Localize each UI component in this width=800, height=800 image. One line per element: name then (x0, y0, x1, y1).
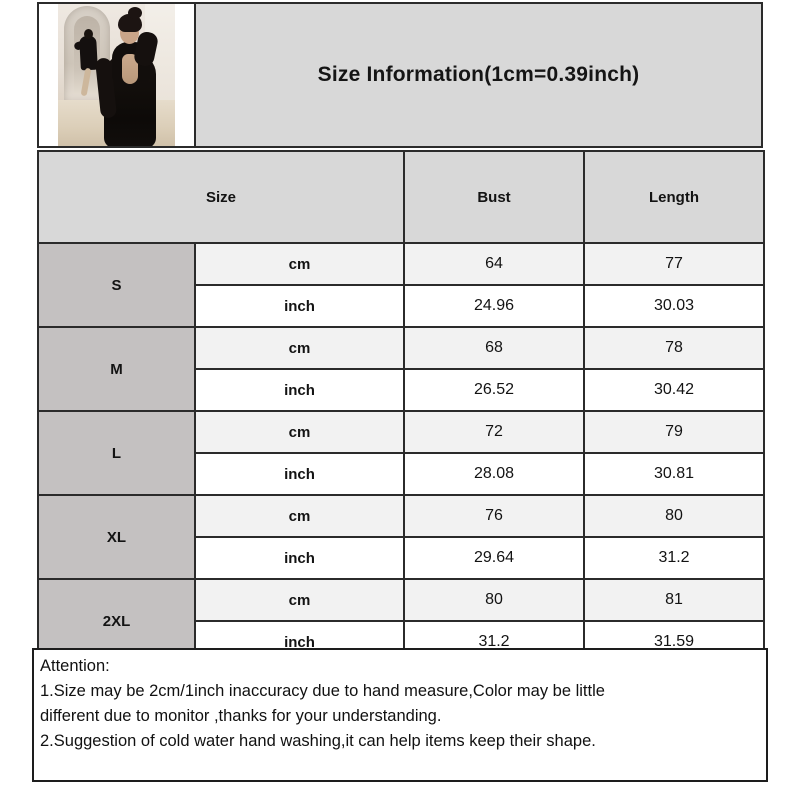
product-photo-cell (39, 4, 196, 146)
value-length: 30.81 (583, 452, 766, 496)
table-row: L cm 72 79 (37, 410, 766, 496)
attention-note-1-part-1: 1.Size may be 2cm/1inch inaccuracy due t… (40, 682, 605, 700)
value-length: 81 (583, 578, 766, 622)
column-header-length: Length (583, 150, 766, 244)
attention-box: Attention: 1.Size may be 2cm/1inch inacc… (32, 648, 768, 782)
page-title: Size Information(1cm=0.39inch) (317, 63, 640, 86)
unit-label: inch (193, 284, 406, 328)
table-row: M cm 68 78 (37, 326, 766, 412)
column-header-size: Size (36, 150, 406, 244)
value-bust: 28.08 (403, 452, 586, 496)
value-length: 30.03 (583, 284, 766, 328)
photo-reflection-head (84, 29, 93, 39)
value-bust: 68 (403, 326, 586, 370)
table-row: inch 28.08 30.81 (38, 452, 766, 496)
value-bust: 72 (403, 410, 586, 454)
header-band: Size Information(1cm=0.39inch) (37, 2, 763, 148)
value-length: 77 (583, 242, 766, 286)
size-label-s: S (37, 242, 196, 328)
value-bust: 26.52 (403, 368, 586, 412)
size-label-xl: XL (37, 494, 196, 580)
value-length: 30.42 (583, 368, 766, 412)
attention-heading: Attention: (40, 657, 110, 675)
value-bust: 29.64 (403, 536, 586, 580)
photo-model-open-back (122, 54, 138, 84)
unit-label: cm (193, 326, 406, 370)
value-bust: 24.96 (403, 284, 586, 328)
unit-label: cm (193, 578, 406, 622)
value-bust: 64 (403, 242, 586, 286)
unit-label: cm (193, 410, 406, 454)
size-label-m: M (37, 326, 196, 412)
size-table: Size Bust Length S cm 64 77 inch 24.96 3… (36, 150, 766, 664)
table-row: inch 24.96 30.03 (38, 284, 766, 328)
value-bust: 76 (403, 494, 586, 538)
value-length: 31.2 (583, 536, 766, 580)
attention-note-1-part-2: different due to monitor ,thanks for you… (40, 707, 442, 725)
value-length: 79 (583, 410, 766, 454)
table-row: XL cm 76 80 (37, 494, 766, 580)
table-header-row: Size Bust Length (36, 150, 766, 244)
table-row: inch 29.64 31.2 (38, 536, 766, 580)
table-row: inch 26.52 30.42 (38, 368, 766, 412)
value-length: 78 (583, 326, 766, 370)
product-photo-image (58, 4, 175, 146)
unit-label: cm (193, 242, 406, 286)
table-row: 2XL cm 80 81 (37, 578, 766, 664)
unit-label: inch (193, 368, 406, 412)
value-bust: 80 (403, 578, 586, 622)
size-label-l: L (37, 410, 196, 496)
unit-label: inch (193, 536, 406, 580)
value-length: 80 (583, 494, 766, 538)
column-header-bust: Bust (403, 150, 586, 244)
unit-label: cm (193, 494, 406, 538)
table-row: S cm 64 77 (37, 242, 766, 328)
unit-label: inch (193, 452, 406, 496)
attention-note-2: 2.Suggestion of cold water hand washing,… (40, 732, 596, 750)
photo-model-hair-bun (128, 7, 142, 19)
title-cell: Size Information(1cm=0.39inch) (196, 4, 761, 146)
